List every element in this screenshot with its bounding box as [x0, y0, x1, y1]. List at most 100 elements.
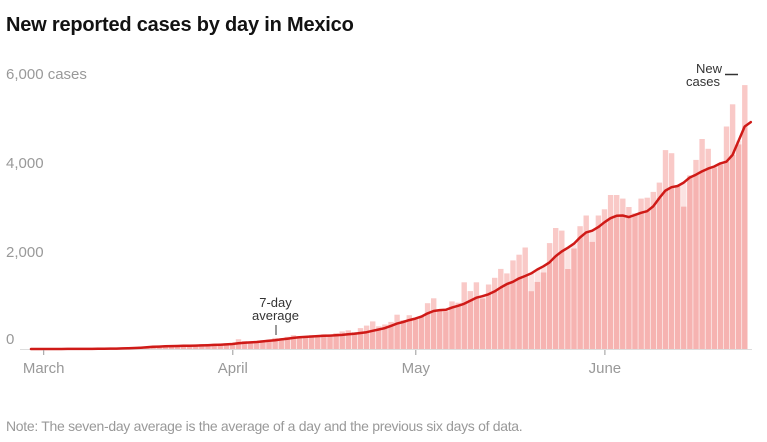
- bar-new-cases-below-average: [193, 346, 199, 349]
- bar-new-cases-below-average: [455, 305, 461, 349]
- annotation-7-day-average-line1: 7-day: [259, 295, 292, 310]
- bar-new-cases-below-average: [254, 342, 260, 349]
- bar-new-cases-below-average: [510, 281, 516, 349]
- bar-gap-to-average: [681, 182, 687, 207]
- bar-new-cases-below-average: [339, 334, 345, 349]
- x-tick-label-april: April: [217, 360, 248, 377]
- bar-new-cases-below-average: [437, 310, 443, 349]
- bar-new-cases-below-average: [614, 215, 620, 349]
- bar-new-cases-below-average: [418, 317, 425, 349]
- bar-new-cases-below-average: [540, 272, 547, 349]
- bar-gap-to-average: [534, 269, 541, 282]
- bar-new-cases-below-average: [168, 346, 175, 349]
- bar-new-cases-below-average: [723, 161, 730, 349]
- footnote: Note: The seven-day average is the avera…: [6, 418, 523, 434]
- line-7-day-average: [29, 120, 753, 351]
- bar-new-cases-below-average: [180, 345, 187, 349]
- bar-new-cases-below-average: [351, 333, 358, 349]
- bar-gap-to-average: [528, 273, 534, 292]
- bar-new-cases-below-average: [742, 126, 748, 349]
- bar-new-cases-below-average: [363, 332, 370, 349]
- bar-new-cases-below-average: [357, 333, 364, 349]
- y-tick-label-0: 0: [6, 331, 15, 348]
- bar-new-cases-below-average: [638, 212, 644, 349]
- bar-new-cases-below-average: [296, 337, 303, 349]
- bar-new-cases-below-average: [260, 341, 266, 349]
- bar-new-cases-below-average: [309, 336, 315, 349]
- bar-new-cases-below-average: [699, 171, 705, 349]
- bar-new-cases-below-average: [656, 198, 663, 349]
- x-tick-label-may: May: [401, 360, 430, 377]
- bar-new-cases-below-average: [266, 340, 272, 349]
- bar-new-cases-below-average: [241, 342, 248, 349]
- annotation-new-cases-line1: New: [695, 61, 722, 76]
- bar-new-cases-below-average: [601, 222, 608, 349]
- bar-new-cases-below-average: [321, 335, 327, 349]
- bar-new-cases-below-average: [382, 328, 388, 349]
- y-tick-label-2000: 2,000: [6, 244, 44, 261]
- bar-new-cases-below-average: [205, 345, 211, 349]
- bar-new-cases-below-average: [626, 217, 632, 349]
- bar-new-cases-below-average: [284, 338, 290, 349]
- bar-new-cases-below-average: [467, 300, 473, 349]
- bar-new-cases-below-average: [565, 268, 571, 349]
- bar-new-cases-below-average: [449, 307, 455, 349]
- bar-new-cases-below-average: [559, 251, 565, 349]
- bar-new-cases-below-average: [223, 344, 229, 349]
- bar-new-cases-below-average: [461, 303, 467, 349]
- bar-new-cases-below-average: [705, 168, 711, 349]
- bar-new-cases-below-average: [620, 215, 626, 349]
- bar-new-cases-below-average: [248, 342, 254, 349]
- bar-new-cases-below-average: [485, 294, 492, 349]
- bar-new-cases-below-average: [400, 322, 406, 349]
- bar-new-cases-below-average: [595, 227, 602, 349]
- bar-new-cases-below-average: [333, 335, 339, 349]
- bar-new-cases-below-average: [492, 291, 498, 349]
- bar-new-cases-below-average: [553, 256, 559, 349]
- bar-new-cases-below-average: [687, 177, 693, 349]
- bar-new-cases-below-average: [327, 335, 333, 349]
- bar-new-cases-below-average: [662, 190, 669, 349]
- bar-new-cases-below-average: [571, 248, 577, 349]
- bar-new-cases-below-average: [729, 155, 736, 349]
- x-tick-label-june: June: [588, 360, 622, 377]
- bar-gap-to-average: [571, 243, 577, 249]
- bar-new-cases-below-average: [199, 345, 205, 349]
- chart-title: New reported cases by day in Mexico: [6, 14, 354, 36]
- bar-new-cases-below-average: [345, 334, 351, 349]
- bar-new-cases-below-average: [394, 323, 400, 349]
- bar-new-cases-below-average: [736, 144, 742, 349]
- bar-new-cases-below-average: [174, 346, 181, 349]
- x-tick-label-march: March: [22, 360, 65, 377]
- bar-new-cases-below-average: [717, 164, 724, 349]
- bar-new-cases-below-average: [211, 344, 217, 349]
- bar-new-cases-below-average: [504, 284, 510, 349]
- bar-new-cases-below-average: [583, 232, 589, 349]
- bar-new-cases-below-average: [711, 167, 717, 349]
- bar-new-cases-below-average: [607, 218, 614, 349]
- bar-new-cases-below-average: [644, 211, 650, 349]
- y-tick-label-6000: 6,000 cases: [6, 66, 87, 83]
- bar-new-cases-below-average: [290, 337, 297, 349]
- bar-new-cases-below-average: [370, 330, 376, 349]
- bar-new-cases-below-average: [412, 319, 419, 349]
- bar-new-cases-below-average: [632, 215, 638, 349]
- bar-new-cases-below-average: [522, 276, 528, 349]
- bar-new-cases-below-average: [681, 206, 687, 349]
- bar-new-cases-below-average: [235, 343, 242, 349]
- bar-new-cases-below-average: [675, 186, 681, 349]
- bar-gap-to-average: [589, 230, 595, 242]
- bar-new-cases-below-average: [424, 313, 431, 349]
- bar-new-cases-below-average: [577, 237, 583, 349]
- bar-new-cases-below-average: [534, 281, 541, 349]
- bar-new-cases-below-average: [498, 287, 504, 349]
- bar-new-cases-below-average: [272, 340, 278, 349]
- bar-new-cases-below-average: [156, 346, 162, 349]
- bar-new-cases-below-average: [473, 297, 480, 349]
- bar-new-cases-below-average: [302, 337, 309, 349]
- bar-gap-to-average: [540, 266, 547, 273]
- annotation-new-cases: New cases: [686, 61, 722, 88]
- bar-new-cases-below-average: [479, 298, 486, 349]
- bar-new-cases-below-average: [650, 206, 656, 349]
